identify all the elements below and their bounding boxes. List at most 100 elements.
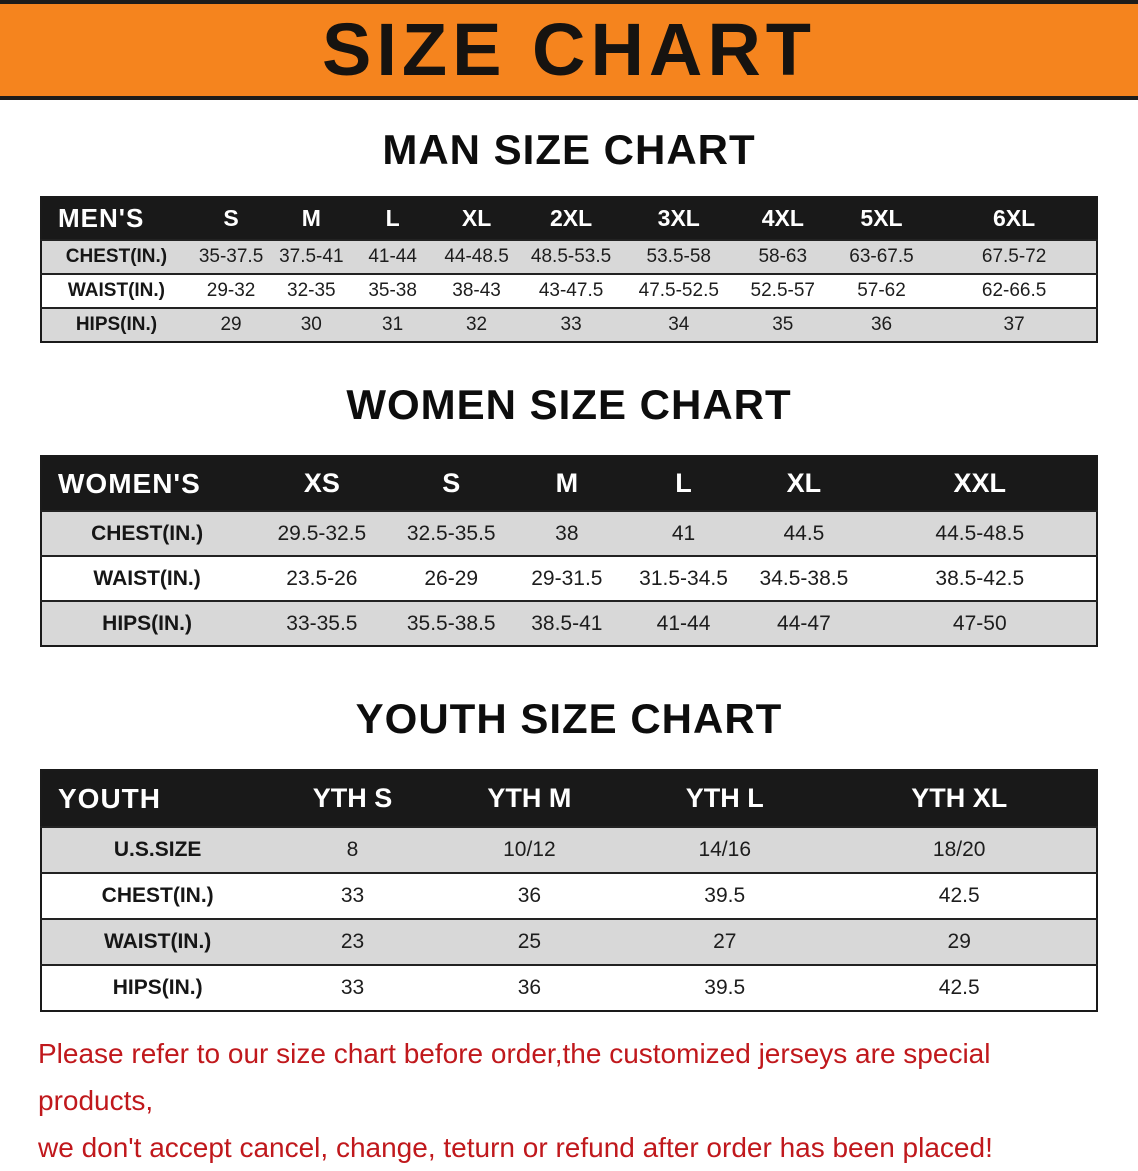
measurement-label: HIPS(IN.) [102, 611, 193, 635]
size-value: 33 [560, 314, 582, 335]
table-row: WAIST(IN.) 23 25 27 29 [41, 919, 1097, 965]
size-column-header: YTH XL [911, 783, 1008, 813]
size-value: 41 [671, 521, 696, 545]
size-value: 35.5-38.5 [406, 611, 496, 635]
size-value: 62-66.5 [981, 280, 1047, 301]
size-column-header: L [675, 468, 692, 498]
size-column-header: 3XL [657, 205, 700, 231]
women-section-heading: WOMEN SIZE CHART [346, 381, 792, 428]
measurement-label: CHEST(IN.) [65, 246, 168, 267]
size-column-header: 4XL [761, 205, 804, 231]
size-value: 29 [947, 930, 971, 953]
size-column-header: XL [786, 468, 822, 498]
table-row: WAIST(IN.) 23.5-26 26-29 29-31.5 31.5-34.5 34… [41, 556, 1097, 601]
table-row: CHEST(IN.) 29.5-32.5 32.5-35.5 38 41 44.5 44.5… [41, 511, 1097, 556]
table-header-row: YOUTH YTH S YTH M YTH L YTH XL [41, 770, 1097, 827]
measurement-label: CHEST(IN.) [91, 521, 204, 545]
size-value: 30 [300, 314, 322, 335]
table-header-row: WOMEN'S XS S M L XL XXL [41, 456, 1097, 511]
size-value: 48.5-53.5 [530, 246, 612, 267]
size-value: 25 [517, 930, 542, 953]
size-value: 29 [220, 314, 242, 335]
size-value: 37.5-41 [279, 246, 344, 267]
size-value: 23.5-26 [286, 566, 358, 590]
size-value: 57-62 [857, 280, 906, 301]
size-column-header: YTH L [685, 783, 764, 813]
measurement-label: HIPS(IN.) [75, 314, 158, 335]
table-title-cell: YOUTH [58, 782, 161, 814]
size-column-header: M [301, 205, 321, 231]
size-value: 35 [772, 314, 794, 335]
table-header-row: MEN'S S M L XL 2XL 3XL 4XL 5XL 6XL [41, 197, 1097, 240]
women-size-table: WOMEN'S XS S M L XL XXL CHEST(IN.) 29.5-32.5 32.… [40, 455, 1098, 647]
measurement-label: U.S.SIZE [113, 838, 202, 861]
table-row: HIPS(IN.) 33 36 39.5 42.5 [41, 965, 1097, 1011]
size-column-header: S [442, 468, 461, 498]
size-column-header: S [223, 205, 239, 231]
size-value: 10/12 [503, 838, 556, 861]
size-value: 44-48.5 [444, 246, 509, 267]
size-value: 35-37.5 [198, 246, 264, 267]
size-column-header: 5XL [860, 205, 903, 231]
size-value: 32.5-35.5 [406, 521, 496, 545]
measurement-label: CHEST(IN.) [101, 884, 214, 907]
size-value: 33 [340, 884, 365, 907]
size-column-header: XS [303, 468, 340, 498]
women-size-section: WOMEN SIZE CHART WOMEN'S XS S M L XL XXL CHEST… [0, 381, 1138, 647]
table-row: CHEST(IN.) 33 36 39.5 42.5 [41, 873, 1097, 919]
table-row: HIPS(IN.) 29 30 31 32 33 34 35 36 37 [41, 308, 1097, 342]
size-column-header: M [555, 468, 579, 498]
size-value: 67.5-72 [981, 246, 1047, 267]
size-value: 36 [517, 976, 542, 999]
measurement-label: HIPS(IN.) [112, 976, 203, 999]
size-column-header: XXL [953, 468, 1007, 498]
size-value: 26-29 [424, 566, 479, 590]
youth-size-section: YOUTH SIZE CHART YOUTH YTH S YTH M YTH L YTH… [0, 695, 1138, 1012]
men-size-table: MEN'S S M L XL 2XL 3XL 4XL 5XL 6XL CHEST(IN.) 35-3… [40, 196, 1098, 343]
table-title-cell: WOMEN'S [58, 467, 201, 499]
size-value: 18/20 [932, 838, 986, 861]
size-value: 36 [517, 884, 542, 907]
size-column-header: 2XL [549, 205, 593, 231]
measurement-label: WAIST(IN.) [103, 930, 212, 953]
size-value: 32 [465, 314, 488, 335]
size-value: 31 [382, 314, 404, 335]
size-value: 42.5 [938, 884, 980, 907]
size-column-header: XL [461, 205, 492, 231]
size-value: 29-32 [206, 280, 256, 301]
size-value: 23 [340, 930, 365, 953]
size-value: 63-67.5 [849, 246, 914, 267]
page-title: SIZE CHART [322, 8, 816, 91]
size-value: 38.5-41 [531, 611, 603, 635]
size-value: 42.5 [938, 976, 980, 999]
size-value: 29.5-32.5 [277, 521, 367, 545]
size-value: 38.5-42.5 [935, 566, 1025, 590]
size-value: 39.5 [704, 976, 746, 999]
measurement-label: WAIST(IN.) [93, 566, 201, 590]
size-value: 44.5-48.5 [935, 521, 1025, 545]
men-section-heading: MAN SIZE CHART [382, 126, 756, 173]
size-value: 38-43 [452, 280, 501, 301]
size-value: 29-31.5 [531, 566, 603, 590]
table-title-cell: MEN'S [58, 203, 145, 233]
size-value: 47.5-52.5 [638, 280, 719, 301]
size-value: 39.5 [704, 884, 746, 907]
size-value: 34 [668, 314, 690, 335]
size-value: 53.5-58 [646, 246, 711, 267]
size-value: 41-44 [656, 611, 711, 635]
size-value: 43-47.5 [538, 280, 604, 301]
size-value: 41-44 [368, 246, 417, 267]
size-value: 33 [340, 976, 365, 999]
table-row: HIPS(IN.) 33-35.5 35.5-38.5 38.5-41 41-44 44-… [41, 601, 1097, 646]
size-value: 34.5-38.5 [759, 566, 849, 590]
table-row: CHEST(IN.) 35-37.5 37.5-41 41-44 44-48.5 48.5… [41, 240, 1097, 274]
size-value: 52.5-57 [750, 280, 815, 301]
table-row: WAIST(IN.) 29-32 32-35 35-38 38-43 43-47.5 47.… [41, 274, 1097, 308]
men-size-section: MAN SIZE CHART MEN'S S M L XL 2XL 3XL 4XL 5XL 6XL… [0, 126, 1138, 343]
size-value: 27 [713, 930, 737, 953]
table-row: U.S.SIZE 8 10/12 14/16 18/20 [41, 827, 1097, 873]
youth-section-heading: YOUTH SIZE CHART [355, 695, 783, 742]
size-value: 44.5 [783, 521, 825, 545]
youth-size-table: YOUTH YTH S YTH M YTH L YTH XL U.S.SIZE 8 10/1… [40, 769, 1098, 1012]
